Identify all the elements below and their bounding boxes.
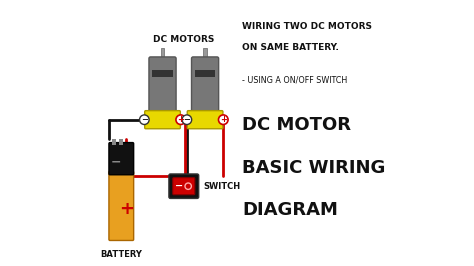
Bar	[161, 48, 164, 59]
Text: DIAGRAM: DIAGRAM	[242, 201, 338, 219]
FancyBboxPatch shape	[145, 111, 180, 129]
Text: SWITCH: SWITCH	[204, 182, 241, 191]
Bar	[112, 139, 116, 145]
FancyBboxPatch shape	[173, 178, 195, 195]
Text: DC MOTORS: DC MOTORS	[153, 35, 215, 44]
Text: −: −	[183, 115, 191, 124]
FancyBboxPatch shape	[187, 111, 223, 129]
Circle shape	[219, 115, 228, 124]
Bar	[195, 70, 216, 77]
FancyBboxPatch shape	[109, 171, 134, 240]
Text: ON SAME BATTERY.: ON SAME BATTERY.	[242, 43, 339, 52]
Text: +: +	[220, 115, 227, 124]
Text: −: −	[175, 181, 183, 191]
Text: −: −	[110, 156, 121, 169]
Text: BATTERY: BATTERY	[100, 250, 142, 259]
Bar	[203, 48, 207, 59]
Circle shape	[176, 115, 185, 124]
FancyBboxPatch shape	[149, 57, 176, 113]
Text: −: −	[141, 115, 148, 124]
FancyBboxPatch shape	[109, 143, 134, 175]
Text: +: +	[119, 200, 135, 218]
FancyBboxPatch shape	[191, 57, 219, 113]
Text: - USING A ON/OFF SWITCH: - USING A ON/OFF SWITCH	[242, 75, 347, 84]
Text: BASIC WIRING: BASIC WIRING	[242, 159, 386, 177]
Circle shape	[139, 115, 149, 124]
Bar	[119, 139, 123, 145]
FancyBboxPatch shape	[169, 174, 199, 198]
Text: +: +	[177, 115, 184, 124]
Text: WIRING TWO DC MOTORS: WIRING TWO DC MOTORS	[242, 22, 372, 31]
Text: DC MOTOR: DC MOTOR	[242, 116, 351, 134]
Circle shape	[182, 115, 191, 124]
Bar	[152, 70, 173, 77]
